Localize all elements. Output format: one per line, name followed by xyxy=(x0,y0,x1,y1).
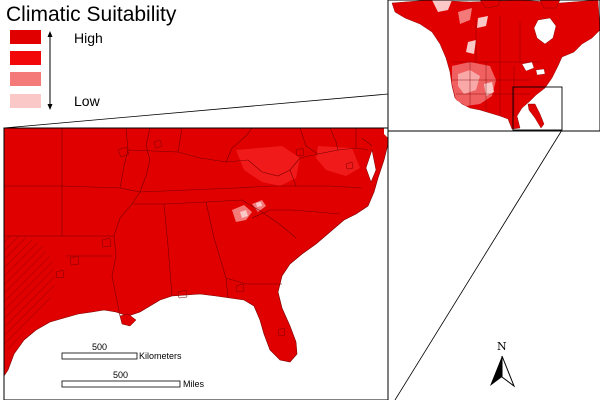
north-arrow-label: N xyxy=(497,340,507,353)
hudson-bay xyxy=(533,17,557,45)
connector-line-top xyxy=(3,87,457,129)
legend-arrow xyxy=(47,31,53,110)
overview-map xyxy=(388,0,600,131)
overview-map-frame xyxy=(387,0,600,132)
legend-swatch-low xyxy=(10,94,41,108)
extent-indicator xyxy=(512,86,563,131)
scale-bar-kilometers xyxy=(61,352,138,360)
legend-swatch-medium-high xyxy=(10,51,41,65)
north-arrow-icon xyxy=(490,355,516,388)
texas-hatched-area xyxy=(4,236,56,352)
scale-mi-value: 500 xyxy=(113,370,129,380)
legend-swatch-high xyxy=(10,30,41,44)
southeastern-us-landmass xyxy=(4,128,388,377)
legend-high-label: High xyxy=(74,30,103,46)
scattered-outline-features xyxy=(55,139,354,337)
legend-swatch-medium-low xyxy=(10,72,41,86)
connector-line-bottom xyxy=(394,129,563,400)
scale-mi-unit: Miles xyxy=(183,379,205,389)
state-boundaries xyxy=(4,128,373,317)
scale-bar-miles xyxy=(61,380,181,388)
legend-low-label: Low xyxy=(74,93,100,109)
detail-map-frame xyxy=(3,127,389,400)
scale-km-unit: Kilometers xyxy=(139,351,182,361)
scale-km-value: 500 xyxy=(92,342,108,352)
legend-title: Climatic Suitability xyxy=(6,3,177,26)
appalachian-low-suitability xyxy=(232,200,266,222)
